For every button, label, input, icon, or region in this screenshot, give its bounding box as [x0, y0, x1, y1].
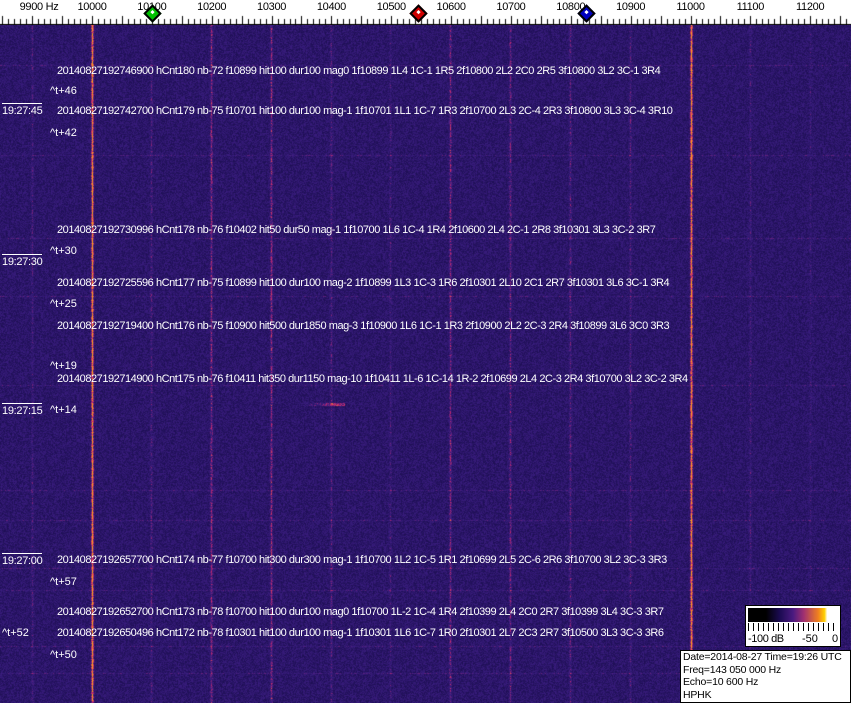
frequency-tick-label: 10800 — [556, 1, 586, 13]
detection-row: 20140827192746900 hCnt180 nb-72 f10899 h… — [57, 65, 661, 77]
colorbar-legend: -100 dB -50 0 — [745, 605, 841, 647]
time-label: 19:27:30 — [2, 254, 43, 268]
frequency-tick-label: 11000 — [676, 1, 705, 13]
info-station: HPHK — [683, 688, 712, 701]
time-offset-mark: ^t+25 — [50, 298, 77, 310]
info-frequency: Freq=143 050 000 Hz — [683, 663, 782, 676]
time-offset-mark: ^t+50 — [50, 649, 77, 661]
time-offset-mark: ^t+19 — [50, 360, 77, 372]
frequency-tick-label: 11200 — [796, 1, 825, 13]
time-label: 19:27:15 — [2, 403, 43, 417]
time-offset-mark: ^t+57 — [50, 576, 77, 588]
time-offset-mark: ^t+14 — [50, 404, 77, 416]
colorbar-ticks — [748, 623, 838, 631]
frequency-tick-label: 10600 — [436, 1, 466, 13]
frequency-scale[interactable]: 9900 Hz100001010010200103001040010500106… — [0, 0, 851, 25]
info-echo: Echo=10 600 Hz — [683, 676, 759, 688]
frequency-tick-label: 10000 — [77, 1, 107, 13]
time-offset-mark: ^t+30 — [50, 245, 77, 257]
time-label: 19:27:45 — [2, 103, 43, 117]
detection-row: 20140827192657700 hCnt174 nb-77 f10700 h… — [57, 554, 667, 566]
colorbar-label-min: -100 dB — [748, 633, 784, 645]
info-box: Date=2014-08-27 Time=19:26 UTC Freq=143 … — [680, 650, 851, 703]
waterfall-display[interactable] — [0, 25, 851, 703]
info-date-time: Date=2014-08-27 Time=19:26 UTC — [683, 651, 842, 663]
detection-row: 20140827192730996 hCnt178 nb-76 f10402 h… — [57, 224, 656, 236]
frequency-unit-label: 9900 Hz — [19, 1, 59, 13]
colorbar-label-max: 0 — [832, 633, 839, 645]
colorbar-gradient — [748, 608, 838, 622]
frequency-tick-label: 10200 — [197, 1, 227, 13]
detection-row: 20140827192652700 hCnt173 nb-78 f10700 h… — [57, 606, 664, 618]
frequency-tick-label: 10900 — [616, 1, 646, 13]
detection-row: 20140827192725596 hCnt177 nb-75 f10899 h… — [57, 277, 670, 289]
detection-row: 20140827192650496 hCnt172 nb-78 f10301 h… — [57, 627, 664, 639]
frequency-tick-label: 11100 — [736, 1, 765, 13]
frequency-tick-label: 10500 — [376, 1, 406, 13]
time-label: 19:27:00 — [2, 553, 43, 567]
detection-row: 20140827192742700 hCnt179 nb-75 f10701 h… — [57, 105, 673, 117]
colorbar-label-mid: -50 — [802, 633, 818, 645]
detection-row: 20140827192714900 hCnt175 nb-76 f10411 h… — [57, 373, 688, 385]
frequency-tick-label: 10300 — [257, 1, 287, 13]
time-offset-mark: ^t+42 — [50, 127, 77, 139]
frequency-tick-label: 10700 — [496, 1, 526, 13]
detection-row: 20140827192719400 hCnt176 nb-75 f10900 h… — [57, 320, 670, 332]
time-offset-mark: ^t+52 — [2, 627, 29, 639]
frequency-tick-label: 10400 — [316, 1, 346, 13]
time-offset-mark: ^t+46 — [50, 85, 77, 97]
